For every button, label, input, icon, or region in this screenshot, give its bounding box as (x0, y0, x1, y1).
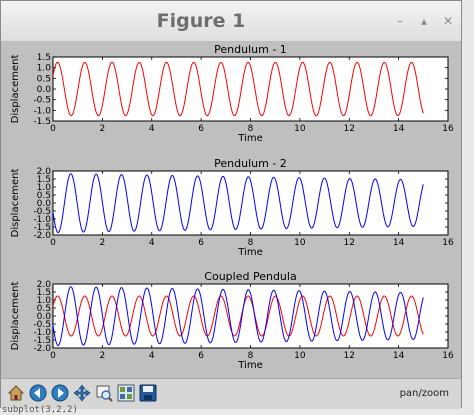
zoom-icon[interactable] (94, 383, 114, 403)
y-tick-label: 1.5 (37, 175, 51, 185)
x-tick-label: 0 (50, 351, 56, 361)
x-tick-label: 12 (344, 124, 355, 134)
series-line-1 (52, 61, 424, 117)
navigation-toolbar: pan/zoom (1, 378, 461, 409)
figure-window: Figure 1 – ▴ ✕ Pendulum - 1 0 2 4 6 8 10 12 14 16… (0, 0, 462, 409)
back-icon[interactable] (28, 383, 48, 403)
x-tick-label: 16 (442, 351, 454, 361)
y-tick-label: -1.0 (33, 328, 51, 338)
y-tick-label: -1.5 (33, 336, 51, 346)
series-line-2 (52, 286, 424, 346)
chart-title: Pendulum - 2 (214, 157, 287, 170)
series-line-1 (52, 295, 424, 337)
y-tick-label: 1.5 (37, 53, 51, 63)
x-tick-label: 2 (100, 351, 106, 361)
y-tick-label: -2.0 (33, 344, 51, 354)
x-tick-label: 16 (442, 124, 454, 134)
x-tick-label: 2 (100, 124, 106, 134)
x-tick-label: 10 (294, 351, 306, 361)
x-tick-label: 12 (344, 238, 355, 248)
x-tick-label: 4 (149, 124, 155, 134)
y-tick-label: -1.0 (33, 215, 51, 225)
chart-title: Pendulum - 1 (214, 43, 287, 56)
home-icon[interactable] (6, 383, 26, 403)
figure-canvas[interactable]: Pendulum - 10 2 4 6 8 10 12 14 16-1.5-1.0-0.50.0… (1, 41, 461, 378)
y-tick-label: -0.5 (33, 207, 51, 217)
y-tick-label: 1.0 (37, 296, 52, 306)
title-bar: Figure 1 – ▴ ✕ (1, 1, 461, 42)
x-tick-label: 0 (50, 124, 56, 134)
subplots-icon[interactable] (116, 383, 136, 403)
x-tick-label: 10 (294, 238, 306, 248)
chart-title: Coupled Pendula (204, 270, 296, 283)
y-tick-label: 0.5 (37, 191, 51, 201)
x-tick-label: 10 (294, 124, 306, 134)
y-tick-label: -0.5 (33, 320, 51, 330)
y-tick-label: -1.5 (33, 223, 51, 233)
x-tick-label: 14 (393, 124, 405, 134)
x-tick-label: 16 (442, 238, 454, 248)
terminal-fragment: subplot(3,2,2) (2, 405, 78, 415)
window-title: Figure 1 (156, 10, 246, 32)
x-tick-label: 8 (248, 124, 254, 134)
y-tick-label: 0.5 (37, 74, 51, 84)
y-tick-label: 2.0 (37, 167, 52, 177)
maximize-icon[interactable]: ▴ (420, 14, 428, 28)
y-tick-label: 1.0 (37, 183, 52, 193)
x-tick-label: 2 (100, 238, 106, 248)
y-tick-label: -0.5 (33, 96, 51, 106)
toolbar-status: pan/zoom (399, 388, 449, 399)
x-tick-label: 14 (393, 351, 405, 361)
minimize-icon[interactable]: – (397, 14, 403, 28)
forward-icon[interactable] (50, 383, 70, 403)
y-tick-label: -2.0 (33, 231, 51, 241)
x-tick-label: 4 (149, 238, 155, 248)
y-tick-label: -1.0 (33, 106, 51, 116)
plot-area[interactable]: Pendulum - 1 0 2 4 6 8 10 12 14 16 -1.5 -1.0 -0.5 0.0… (1, 41, 461, 378)
y-tick-label: 1.0 (37, 64, 52, 74)
x-axis-label: Time (237, 247, 262, 258)
y-axis-label: Displacement (10, 282, 21, 351)
y-tick-label: 0.0 (37, 199, 52, 209)
subplot-2[interactable]: Pendulum - 2 0 2 4 6 8 10 12 14 16 -2.0-1.5-1.0-0.… (10, 157, 454, 258)
x-tick-label: 8 (248, 351, 254, 361)
x-tick-label: 14 (393, 238, 405, 248)
x-tick-label: 6 (198, 351, 204, 361)
y-tick-label: 1.5 (37, 288, 51, 298)
y-tick-label: 2.0 (37, 280, 52, 290)
y-tick-label: -1.5 (33, 117, 51, 127)
y-axis-label: Displacement (10, 169, 21, 238)
y-axis-label: Displacement (10, 55, 21, 124)
save-icon[interactable] (138, 383, 158, 403)
x-tick-label: 4 (149, 351, 155, 361)
subplot-1[interactable]: Pendulum - 1 0 2 4 6 8 10 12 14 16 -1.5-1.0-0.50.0… (10, 43, 454, 144)
x-axis-label: Time (237, 360, 262, 371)
x-axis-label: Time (237, 133, 262, 144)
y-tick-label: 0.5 (37, 304, 51, 314)
series-line-1 (52, 173, 424, 233)
subplot-3[interactable]: Coupled Pendula 0 2 4 6 8 10 12 14 16 -2.0-1.5-1.0… (10, 270, 454, 371)
x-tick-label: 0 (50, 238, 56, 248)
x-tick-label: 6 (198, 238, 204, 248)
y-tick-label: 0.0 (37, 85, 52, 95)
pan-icon[interactable] (72, 383, 92, 403)
y-tick-label: 0.0 (37, 312, 52, 322)
x-tick-label: 12 (344, 351, 355, 361)
x-tick-label: 6 (198, 124, 204, 134)
close-icon[interactable]: ✕ (442, 14, 454, 28)
x-tick-label: 8 (248, 238, 254, 248)
